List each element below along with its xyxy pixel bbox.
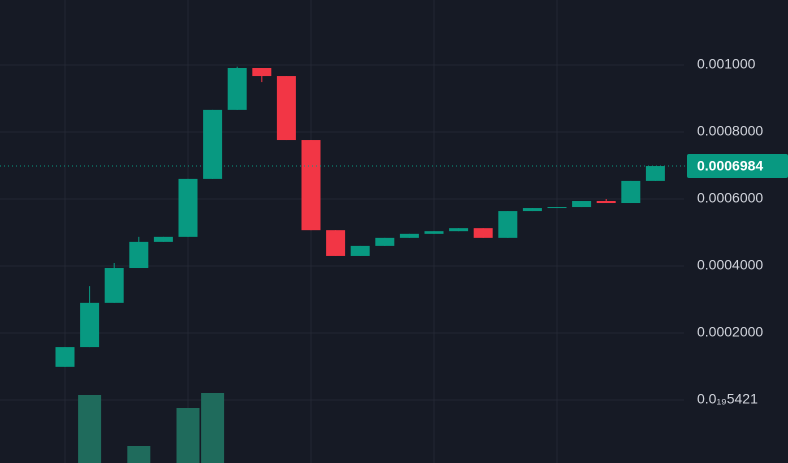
- time-grid: [64, 0, 558, 463]
- candle-body: [473, 228, 493, 238]
- candle-body: [276, 76, 296, 141]
- candle-body: [350, 245, 370, 256]
- volume-bar: [201, 393, 225, 463]
- y-tick-label: 0.001000: [697, 56, 756, 72]
- candle-body: [129, 241, 149, 269]
- y-tick-label: 0.0008000: [697, 123, 763, 139]
- candle-body: [522, 208, 542, 212]
- candle-body: [498, 211, 518, 238]
- candle-body: [645, 166, 665, 181]
- volume-bar: [127, 446, 151, 463]
- candle-body: [375, 237, 395, 246]
- candle-body: [621, 180, 641, 204]
- candle-body: [227, 68, 247, 110]
- candle-body: [203, 109, 223, 179]
- candle-body: [399, 233, 419, 238]
- price-label-box: [687, 154, 788, 179]
- candle-body: [326, 230, 346, 256]
- y-tick-label: 0.0006000: [697, 190, 763, 206]
- candle-body: [547, 207, 567, 209]
- y-tick-label: 0.0004000: [697, 257, 763, 273]
- last-price-label: 0.0006984: [697, 158, 763, 174]
- y-tick-label: 0.0002000: [697, 324, 763, 340]
- candle-body: [178, 178, 198, 237]
- candle-body: [153, 236, 173, 242]
- candle-body: [55, 347, 75, 367]
- candle-body: [252, 68, 272, 77]
- candle-body: [104, 268, 124, 303]
- y-tick-label: 0.0₁₉5421: [697, 391, 758, 407]
- candle-body: [449, 228, 469, 232]
- candle-body: [301, 140, 321, 231]
- volume-bar: [78, 395, 102, 463]
- candle-body: [572, 201, 592, 208]
- candle-body: [596, 201, 616, 204]
- candle-body: [80, 302, 100, 348]
- candle-body: [424, 231, 444, 234]
- volume-bar: [176, 408, 200, 463]
